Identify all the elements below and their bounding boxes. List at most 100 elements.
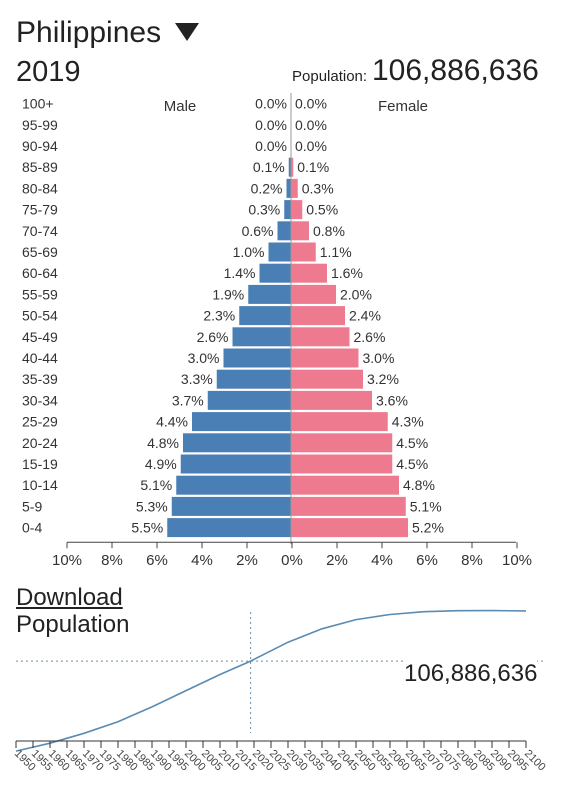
population-trend-title: Population xyxy=(16,611,130,638)
female-value-label: 0.5% xyxy=(306,202,338,218)
male-bar xyxy=(176,475,291,495)
male-value-label: 4.9% xyxy=(145,456,177,472)
male-bar xyxy=(223,348,291,368)
female-value-label: 4.8% xyxy=(403,477,435,493)
age-group-label: 100+ xyxy=(22,96,54,112)
age-group-label: 80-84 xyxy=(22,180,58,196)
male-bar xyxy=(207,390,291,410)
age-group-label: 75-79 xyxy=(22,202,58,218)
country-selector[interactable]: Philippines xyxy=(16,16,200,50)
download-link[interactable]: Download xyxy=(16,584,123,611)
female-bar xyxy=(291,284,336,304)
female-bar xyxy=(291,454,393,474)
male-value-label: 3.3% xyxy=(181,371,213,387)
female-bar xyxy=(291,221,309,241)
male-value-label: 1.0% xyxy=(233,244,265,260)
population-pyramid-chart: Male Female 100+ 0.0% 0.0% 95-99 0.0% 0.0% 90-94… xyxy=(22,93,532,569)
age-group-label: 40-44 xyxy=(22,350,58,366)
female-bar xyxy=(291,390,372,410)
age-group-label: 30-34 xyxy=(22,392,58,408)
age-group-label: 15-19 xyxy=(22,456,58,472)
female-value-label: 0.3% xyxy=(302,180,334,196)
male-value-label: 2.3% xyxy=(203,308,235,324)
age-group-label: 10-14 xyxy=(22,477,58,493)
pyramid-x-tick-label: 8% xyxy=(461,552,483,569)
male-bar xyxy=(268,242,291,262)
female-value-label: 2.6% xyxy=(354,329,386,345)
female-value-label: 4.5% xyxy=(396,435,428,451)
female-value-label: 1.1% xyxy=(320,244,352,260)
female-value-label: 3.2% xyxy=(367,371,399,387)
male-bar xyxy=(248,284,291,304)
male-bar xyxy=(183,433,291,453)
female-bar xyxy=(291,412,388,432)
male-value-label: 1.9% xyxy=(212,286,244,302)
pyramid-x-tick-label: 0% xyxy=(281,552,303,569)
pyramid-x-tick-label: 6% xyxy=(146,552,168,569)
age-group-label: 55-59 xyxy=(22,286,58,302)
male-value-label: 0.0% xyxy=(255,117,287,133)
male-value-label: 0.1% xyxy=(253,159,285,175)
population-value: 106,886,636 xyxy=(372,54,539,87)
age-group-label: 20-24 xyxy=(22,435,58,451)
female-value-label: 0.8% xyxy=(313,223,345,239)
female-value-label: 4.3% xyxy=(392,414,424,430)
male-value-label: 4.8% xyxy=(147,435,179,451)
age-group-label: 25-29 xyxy=(22,414,58,430)
male-bar xyxy=(277,221,291,241)
age-group-label: 0-4 xyxy=(22,520,42,536)
male-value-label: 0.3% xyxy=(248,202,280,218)
female-bar xyxy=(291,178,298,198)
age-group-label: 50-54 xyxy=(22,308,58,324)
female-bar xyxy=(291,263,327,283)
age-group-label: 65-69 xyxy=(22,244,58,260)
pyramid-x-tick-label: 4% xyxy=(191,552,213,569)
male-value-label: 3.7% xyxy=(172,392,204,408)
female-value-label: 0.0% xyxy=(295,138,327,154)
male-value-label: 3.0% xyxy=(188,350,220,366)
female-value-label: 5.1% xyxy=(410,498,442,514)
population-label: Population: xyxy=(292,68,368,85)
pyramid-x-tick-label: 8% xyxy=(101,552,123,569)
female-bar xyxy=(291,348,359,368)
male-bar xyxy=(239,306,291,326)
male-bar xyxy=(284,200,291,220)
female-bar xyxy=(291,433,393,453)
male-bar xyxy=(180,454,291,474)
dropdown-triangle-icon[interactable] xyxy=(175,23,200,42)
male-value-label: 5.3% xyxy=(136,498,168,514)
year-label: 2019 xyxy=(16,56,81,88)
male-value-label: 0.0% xyxy=(255,96,287,112)
age-group-label: 90-94 xyxy=(22,138,58,154)
age-group-label: 35-39 xyxy=(22,371,58,387)
male-value-label: 0.2% xyxy=(251,180,283,196)
male-value-label: 0.6% xyxy=(242,223,274,239)
male-bar xyxy=(167,518,291,538)
female-bar xyxy=(291,200,303,220)
male-value-label: 4.4% xyxy=(156,414,188,430)
male-value-label: 5.1% xyxy=(140,477,172,493)
female-value-label: 0.1% xyxy=(297,159,329,175)
legend-male: Male xyxy=(164,98,197,115)
pyramid-x-tick-label: 6% xyxy=(416,552,438,569)
female-value-label: 5.2% xyxy=(412,520,444,536)
female-bar xyxy=(291,496,406,516)
female-value-label: 3.6% xyxy=(376,392,408,408)
female-value-label: 0.0% xyxy=(295,96,327,112)
population-trend-line xyxy=(15,609,527,752)
female-value-label: 0.0% xyxy=(295,117,327,133)
pyramid-x-tick-label: 10% xyxy=(52,552,82,569)
male-bar xyxy=(192,412,291,432)
pyramid-x-tick-label: 4% xyxy=(371,552,393,569)
male-bar xyxy=(232,327,291,347)
male-value-label: 0.0% xyxy=(255,138,287,154)
pyramid-x-tick-label: 2% xyxy=(326,552,348,569)
female-value-label: 3.0% xyxy=(363,350,395,366)
female-value-label: 4.5% xyxy=(396,456,428,472)
female-bar xyxy=(291,242,316,262)
female-bar xyxy=(291,475,399,495)
female-bar xyxy=(291,327,350,347)
trend-marker-value: 106,886,636 xyxy=(404,660,538,688)
male-value-label: 5.5% xyxy=(131,520,163,536)
pyramid-x-tick-label: 2% xyxy=(236,552,258,569)
